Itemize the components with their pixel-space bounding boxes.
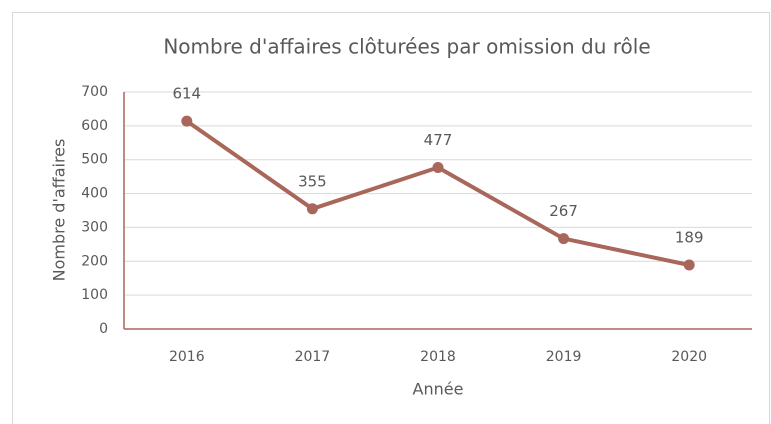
x-tick-label: 2017: [295, 349, 331, 365]
data-label: 614: [172, 85, 201, 103]
x-tick-label: 2020: [671, 349, 707, 365]
data-label: 355: [298, 172, 327, 190]
y-tick-label: 600: [81, 118, 108, 134]
data-label: 189: [675, 229, 704, 247]
y-axis-title: Nombre d'affaires: [50, 139, 69, 282]
data-label: 477: [424, 131, 453, 149]
y-tick-label: 200: [81, 253, 108, 269]
point: [306, 203, 318, 215]
x-axis-title: Année: [413, 380, 464, 399]
chart-border: [12, 12, 770, 424]
x-tick-label: 2019: [546, 349, 582, 365]
data-label: 267: [549, 202, 578, 220]
y-tick-label: 500: [81, 152, 108, 168]
point: [558, 233, 570, 245]
y-tick-label: 700: [81, 84, 108, 100]
y-tick-label: 300: [81, 219, 108, 235]
point: [432, 162, 444, 174]
chart-title: Nombre d'affaires clôturées par omission…: [163, 35, 650, 59]
x-tick-label: 2018: [420, 349, 456, 365]
point: [181, 115, 193, 127]
y-tick-label: 100: [81, 287, 108, 303]
x-tick-label: 2016: [169, 349, 205, 365]
y-tick-label: 0: [99, 321, 108, 337]
y-tick-label: 400: [81, 186, 108, 202]
point: [683, 259, 695, 271]
